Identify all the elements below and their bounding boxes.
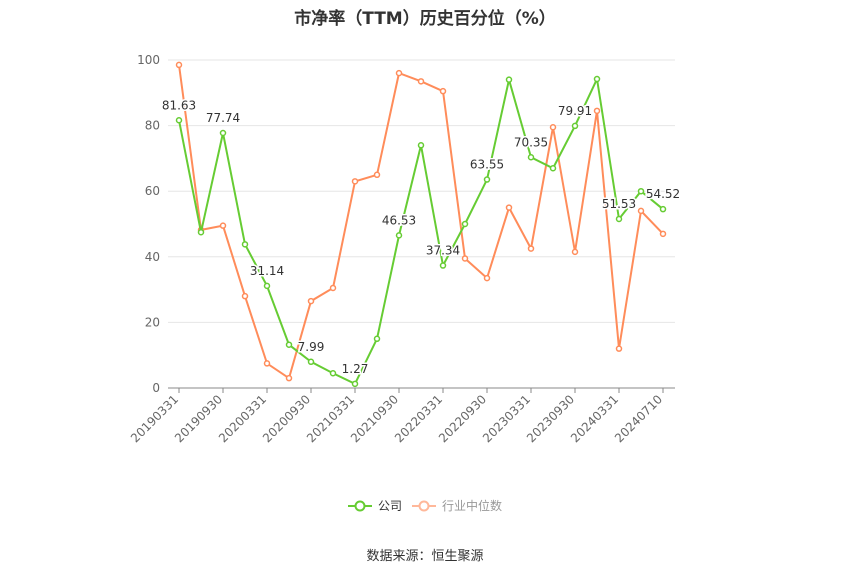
company-point[interactable] [615, 215, 623, 223]
data-label: 63.55 [470, 158, 504, 172]
y-tick-label: 40 [145, 250, 160, 264]
company-point[interactable] [505, 76, 513, 83]
data-label: 46.53 [382, 213, 416, 227]
industry-point[interactable] [219, 222, 227, 229]
industry-point[interactable] [615, 345, 623, 352]
legend-item-company[interactable]: 公司 [348, 499, 402, 513]
data-label: 7.99 [298, 340, 325, 354]
industry-point[interactable] [395, 69, 403, 77]
company-point[interactable] [439, 262, 447, 269]
company-series-line [178, 75, 664, 386]
company-point[interactable] [659, 205, 667, 213]
company-point[interactable] [527, 154, 535, 161]
y-tick-label: 80 [145, 119, 160, 133]
industry-point[interactable] [659, 230, 667, 238]
x-axis-ticks: 2019033120190930202003312020093020210331… [128, 388, 665, 445]
legend[interactable]: 公司 行业中位数 [348, 498, 502, 513]
company-point[interactable] [197, 228, 205, 236]
y-tick-label: 100 [137, 53, 160, 67]
data-label: 1.27 [342, 362, 369, 376]
series-layer [175, 61, 667, 388]
industry-point[interactable] [329, 284, 337, 292]
industry-point[interactable] [351, 178, 359, 185]
industry-point[interactable] [483, 274, 491, 282]
data-label: 81.63 [162, 98, 196, 112]
company-point[interactable] [395, 232, 403, 239]
data-labels: 81.63 77.74 31.14 7.99 1.27 46.53 37.34 63.55 70… [160, 97, 681, 378]
x-tick-label: 20240710 [612, 392, 665, 445]
data-label: 77.74 [206, 111, 240, 125]
data-label: 79.91 [558, 104, 592, 118]
company-point[interactable] [307, 358, 315, 366]
data-label: 54.52 [646, 187, 680, 201]
data-label: 31.14 [250, 264, 284, 278]
industry-point[interactable] [285, 374, 293, 382]
industry-point[interactable] [417, 78, 425, 85]
industry-point[interactable] [505, 204, 513, 211]
industry-point[interactable] [637, 207, 645, 215]
company-point[interactable] [593, 75, 601, 83]
company-point[interactable] [417, 142, 425, 149]
company-point[interactable] [351, 380, 359, 388]
legend-company-marker [354, 500, 366, 512]
industry-point[interactable] [307, 297, 315, 305]
company-point[interactable] [175, 117, 183, 124]
data-label: 37.34 [426, 244, 460, 258]
company-point[interactable] [285, 341, 293, 348]
data-label: 51.53 [602, 197, 636, 211]
industry-point[interactable] [461, 255, 469, 262]
grid-lines [168, 59, 675, 323]
y-axis-ticks: 0 20 40 60 80 100 [137, 53, 160, 395]
industry-point[interactable] [263, 360, 271, 367]
industry-point[interactable] [549, 123, 557, 131]
legend-industry-marker [418, 500, 430, 512]
data-label: 70.35 [514, 135, 548, 149]
company-point[interactable] [483, 176, 491, 183]
industry-point[interactable] [241, 292, 249, 300]
company-point[interactable] [549, 164, 557, 172]
company-point[interactable] [373, 335, 381, 343]
industry-point[interactable] [175, 61, 183, 69]
industry-point[interactable] [373, 171, 381, 179]
y-tick-label: 60 [145, 184, 160, 198]
industry-point[interactable] [593, 107, 601, 115]
company-point[interactable] [461, 220, 469, 228]
industry-point[interactable] [439, 87, 447, 95]
industry-point[interactable] [527, 245, 535, 252]
y-tick-label: 0 [152, 381, 160, 395]
company-point[interactable] [263, 282, 271, 290]
industry-point[interactable] [571, 248, 579, 256]
legend-item-industry[interactable]: 行业中位数 [412, 498, 502, 513]
legend-company-label: 公司 [378, 499, 402, 513]
company-point[interactable] [219, 129, 227, 137]
y-tick-label: 20 [145, 315, 160, 329]
legend-industry-label: 行业中位数 [442, 498, 502, 513]
company-point[interactable] [329, 369, 337, 377]
company-point[interactable] [241, 241, 249, 248]
company-point[interactable] [637, 187, 645, 195]
company-point[interactable] [571, 122, 579, 130]
data-source: 数据来源：恒生聚源 [366, 549, 484, 564]
chart-title: 市净率（TTM）历史百分位（%） [294, 9, 556, 29]
